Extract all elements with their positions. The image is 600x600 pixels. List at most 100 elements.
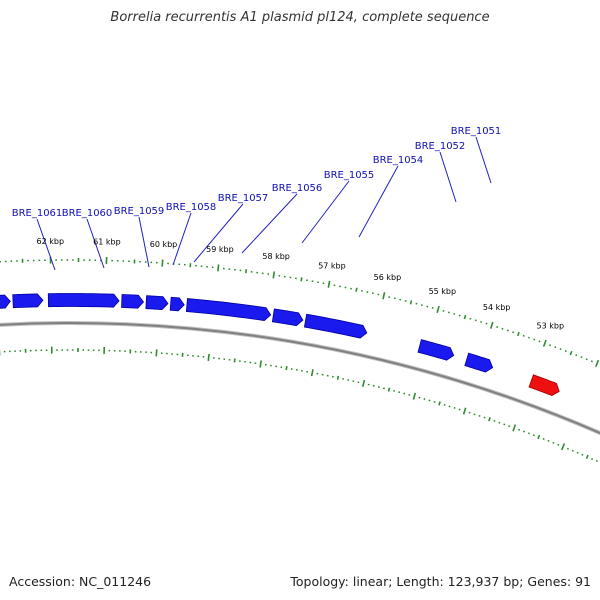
gene-arrow-forward bbox=[12, 293, 44, 309]
outer-tick bbox=[463, 314, 467, 320]
kbp-label: 59 kbp bbox=[206, 245, 234, 254]
gene-label: BRE_1054 bbox=[373, 155, 424, 166]
label-leader-line bbox=[301, 180, 350, 244]
kbp-label: 57 kbp bbox=[318, 262, 346, 271]
inner-tick bbox=[336, 375, 340, 380]
backbone bbox=[0, 321, 600, 436]
inner-tick bbox=[207, 353, 210, 361]
outer-tick bbox=[590, 360, 593, 363]
gene-label: BRE_1057 bbox=[218, 193, 269, 204]
inner-tick bbox=[259, 360, 262, 368]
outer-tick bbox=[595, 359, 600, 367]
gene-arrow-forward bbox=[464, 352, 494, 373]
gene-label: BRE_1056 bbox=[272, 183, 323, 194]
gene-label: BRE_1060 bbox=[62, 208, 113, 219]
map-title: Borrelia recurrentis A1 plasmid pl124, c… bbox=[110, 10, 490, 25]
inner-tick bbox=[523, 430, 526, 433]
outer-tick bbox=[327, 280, 331, 288]
inner-tick bbox=[527, 432, 530, 435]
kbp-label: 58 kbp bbox=[262, 252, 290, 261]
inner-tick bbox=[285, 365, 288, 371]
gene-labels: BRE_1051 BRE_1052 BRE_1054 BRE_1055BRE_1056… bbox=[12, 126, 502, 271]
label-leader-line bbox=[86, 218, 105, 269]
label-leader-line bbox=[439, 151, 457, 203]
outer-tick bbox=[300, 277, 303, 282]
gene-label: BRE_1051 bbox=[451, 126, 502, 137]
gene-arrow-forward bbox=[185, 298, 272, 321]
gene-arrow-forward bbox=[169, 296, 185, 312]
outer-tick bbox=[580, 356, 583, 359]
inner-tick bbox=[591, 457, 594, 460]
outer-tick bbox=[585, 358, 588, 361]
kbp-label: 55 kbp bbox=[429, 287, 457, 296]
label-leader-line bbox=[241, 193, 298, 254]
outer-tick bbox=[542, 339, 547, 347]
inner-tick bbox=[512, 424, 517, 432]
label-leader-line bbox=[193, 203, 244, 263]
inner-tick bbox=[438, 401, 441, 406]
label-leader-line bbox=[475, 136, 492, 184]
outer-tick-ring bbox=[0, 256, 600, 367]
inner-tick bbox=[387, 387, 391, 392]
outer-tick bbox=[569, 350, 573, 356]
gene-track bbox=[0, 293, 560, 396]
kbp-label: 60 kbp bbox=[150, 240, 178, 249]
topology-summary: Topology: linear; Length: 123,937 bp; Ge… bbox=[290, 574, 591, 589]
inner-tick bbox=[542, 437, 545, 440]
inner-tick bbox=[585, 454, 589, 460]
kbp-label: 61 kbp bbox=[93, 237, 121, 246]
outer-tick bbox=[382, 292, 386, 300]
outer-tick bbox=[489, 321, 494, 329]
inner-tick bbox=[557, 443, 560, 446]
inner-tick bbox=[233, 358, 236, 363]
inner-tick bbox=[488, 417, 491, 422]
inner-tick bbox=[561, 443, 566, 451]
gene-arrow-forward bbox=[47, 293, 120, 308]
gene-arrow-forward bbox=[145, 295, 169, 311]
gene-arrow-forward bbox=[0, 294, 11, 309]
outer-tick bbox=[272, 271, 276, 279]
gene-arrow-reverse bbox=[528, 374, 560, 396]
label-leader-line bbox=[172, 212, 192, 266]
inner-tick bbox=[412, 392, 417, 400]
backbone-line bbox=[0, 322, 600, 435]
inner-tick bbox=[595, 460, 598, 463]
outer-tick bbox=[517, 331, 520, 337]
gene-label: BRE_1058 bbox=[166, 202, 217, 213]
label-leader-line bbox=[138, 216, 150, 268]
outer-tick bbox=[564, 350, 567, 353]
inner-tick bbox=[571, 449, 574, 452]
gene-label: BRE_1061 bbox=[12, 208, 63, 219]
outer-tick bbox=[575, 354, 578, 357]
outer-tick bbox=[554, 346, 557, 349]
gene-label: BRE_1052 bbox=[415, 141, 466, 152]
outer-tick bbox=[436, 305, 440, 314]
inner-tick bbox=[566, 447, 569, 450]
inner-tick bbox=[537, 434, 541, 440]
gene-arrow-forward bbox=[417, 339, 455, 361]
kbp-label: 54 kbp bbox=[483, 303, 511, 312]
inner-tick bbox=[547, 439, 550, 442]
inner-tick bbox=[361, 379, 366, 388]
inner-tick bbox=[518, 428, 521, 431]
inner-tick bbox=[310, 369, 314, 377]
inner-tick bbox=[532, 434, 535, 437]
gene-arrow-forward bbox=[303, 313, 368, 339]
gene-arrow-forward bbox=[271, 308, 304, 327]
label-leader-line bbox=[358, 165, 399, 238]
inner-tick bbox=[552, 441, 555, 444]
outer-tick bbox=[559, 348, 562, 351]
gene-arrow-forward bbox=[121, 294, 145, 309]
outer-tick bbox=[217, 264, 220, 272]
inner-tick bbox=[462, 407, 467, 415]
kbp-label: 56 kbp bbox=[374, 273, 402, 282]
kbp-label: 53 kbp bbox=[537, 321, 565, 330]
accession-text: Accession: NC_011246 bbox=[9, 574, 152, 589]
outer-tick bbox=[409, 300, 413, 305]
inner-tick bbox=[576, 451, 579, 454]
kbp-labels: 53 kbp 54 kbp 55 kbp 56 kbp 57 kbp 58 kbp 59 k… bbox=[37, 237, 564, 330]
outer-tick bbox=[355, 287, 358, 292]
label-leader-line bbox=[36, 218, 56, 271]
